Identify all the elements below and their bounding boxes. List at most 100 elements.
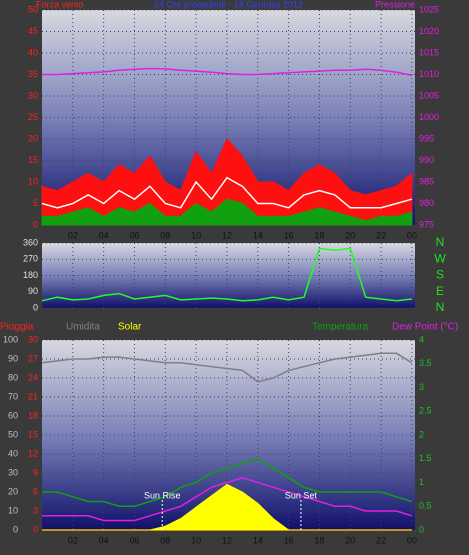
tick-label: 30 xyxy=(28,334,38,344)
x-tick-label: 06 xyxy=(129,230,139,240)
x-tick-label: 22 xyxy=(376,535,386,545)
plot-background xyxy=(42,243,415,308)
tick-label: 80 xyxy=(8,372,18,382)
tick-label: 30 xyxy=(8,467,18,477)
tick-label: 3 xyxy=(33,505,38,515)
tick-label: 3 xyxy=(419,382,424,392)
tick-label: 15 xyxy=(28,429,38,439)
tick-label: 10 xyxy=(28,176,38,186)
tick-label: 4 xyxy=(419,334,424,344)
series-line xyxy=(42,67,413,77)
legend-label: Dew Point (°C) xyxy=(392,322,458,333)
tick-label: 10 xyxy=(8,505,18,515)
x-tick-label: 04 xyxy=(99,230,109,240)
tick-label: 45 xyxy=(28,26,38,36)
x-tick-label: 02 xyxy=(68,535,78,545)
tick-label: 0 xyxy=(13,524,18,534)
tick-label: 1.5 xyxy=(419,453,432,463)
x-tick-label: 00 xyxy=(407,230,417,240)
series-area xyxy=(41,138,413,226)
tick-label: 1020 xyxy=(419,26,439,36)
tick-label: 35 xyxy=(28,69,38,79)
tick-label: 1005 xyxy=(419,90,439,100)
tick-label: 2.5 xyxy=(419,406,432,416)
x-tick-label: 20 xyxy=(345,535,355,545)
tick-label: 995 xyxy=(419,133,434,143)
legend-label: Solar xyxy=(118,322,142,333)
tick-label: S xyxy=(436,268,444,282)
tick-label: 1015 xyxy=(419,47,439,57)
tick-label: 990 xyxy=(419,155,434,165)
x-tick-label: 02 xyxy=(68,230,78,240)
tick-label: N xyxy=(436,235,445,249)
tick-label: E xyxy=(436,284,444,298)
x-tick-label: 08 xyxy=(160,535,170,545)
x-tick-label: 12 xyxy=(222,230,232,240)
tick-label: 0 xyxy=(33,302,38,312)
series-area xyxy=(41,198,413,226)
x-tick-label: 08 xyxy=(160,230,170,240)
tick-label: 985 xyxy=(419,176,434,186)
tick-label: 40 xyxy=(28,47,38,57)
tick-label: 180 xyxy=(23,270,38,280)
tick-label: 100 xyxy=(3,334,18,344)
tick-label: 60 xyxy=(8,410,18,420)
y-axis-title: Forza vento xyxy=(36,0,84,9)
tick-label: 21 xyxy=(28,391,38,401)
tick-label: 0.5 xyxy=(419,501,432,511)
x-tick-label: 16 xyxy=(284,535,294,545)
tick-label: 18 xyxy=(28,410,38,420)
tick-label: 975 xyxy=(419,219,434,229)
series-line xyxy=(42,457,413,508)
tick-label: 40 xyxy=(8,448,18,458)
tick-label: 30 xyxy=(28,90,38,100)
tick-label: 50 xyxy=(8,429,18,439)
x-tick-label: 22 xyxy=(376,230,386,240)
tick-label: 360 xyxy=(23,237,38,247)
tick-label: 20 xyxy=(8,486,18,496)
tick-label: 90 xyxy=(28,286,38,296)
series-line xyxy=(41,247,412,302)
tick-label: 1 xyxy=(419,477,424,487)
x-tick-label: 06 xyxy=(129,535,139,545)
tick-label: 5 xyxy=(33,198,38,208)
x-tick-label: 10 xyxy=(191,535,201,545)
series-line xyxy=(42,477,413,522)
legend-label: Temperatura xyxy=(312,322,369,333)
tick-label: 12 xyxy=(28,448,38,458)
tick-label: 270 xyxy=(23,254,38,264)
x-tick-label: 12 xyxy=(222,535,232,545)
tick-label: 0 xyxy=(33,219,38,229)
tick-label: 980 xyxy=(419,198,434,208)
tick-label: W xyxy=(434,251,446,265)
legend-label: Pioggia xyxy=(0,322,34,333)
x-tick-label: 18 xyxy=(314,230,324,240)
tick-label: 2 xyxy=(419,429,424,439)
series-area xyxy=(42,483,412,531)
x-tick-label: 14 xyxy=(253,230,263,240)
x-tick-label: 04 xyxy=(99,535,109,545)
tick-label: 70 xyxy=(8,391,18,401)
tick-label: 27 xyxy=(28,353,38,363)
x-tick-label: 00 xyxy=(407,535,417,545)
y2-axis-title: Pressione xyxy=(375,0,415,9)
x-tick-label: 18 xyxy=(314,535,324,545)
tick-label: N xyxy=(436,300,445,314)
annotation: Sun Set xyxy=(285,490,318,500)
annotation: Sun Rise xyxy=(144,490,181,500)
tick-label: 1025 xyxy=(419,4,439,14)
x-tick-label: 20 xyxy=(345,230,355,240)
tick-label: 1010 xyxy=(419,69,439,79)
tick-label: 25 xyxy=(28,112,38,122)
series-line xyxy=(41,352,413,383)
tick-label: 0 xyxy=(419,524,424,534)
x-tick-label: 14 xyxy=(253,535,263,545)
chart-title: 24 Ore precedenti - 18 Gennaio 2012 xyxy=(154,0,303,9)
tick-label: 24 xyxy=(28,372,38,382)
tick-label: 3.5 xyxy=(419,358,432,368)
tick-label: 15 xyxy=(28,155,38,165)
tick-label: 20 xyxy=(28,133,38,143)
legend-label: Umidita xyxy=(66,322,100,333)
x-tick-label: 10 xyxy=(191,230,201,240)
